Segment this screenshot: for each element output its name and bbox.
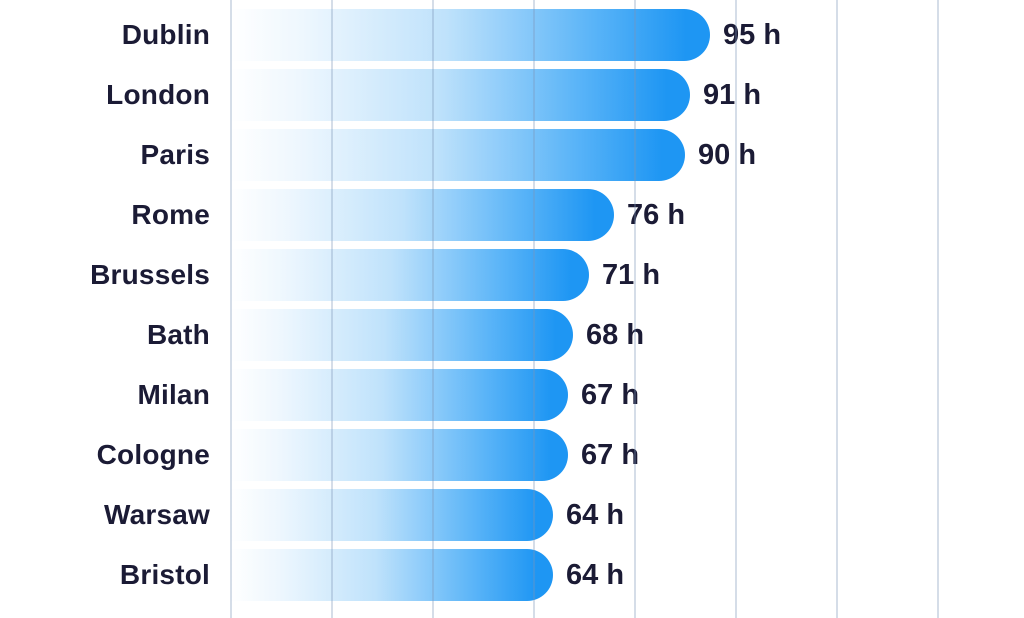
chart-row-cologne: Cologne 67 h	[0, 425, 1024, 485]
bar-rome	[230, 189, 614, 241]
bar-dublin	[230, 9, 710, 61]
chart-rows: Dublin 95 h London 91 h Paris 90 h Rome	[0, 5, 1024, 605]
bar-bristol	[230, 549, 553, 601]
category-label: Milan	[137, 379, 210, 410]
bar-milan	[230, 369, 568, 421]
value-label: 64 h	[566, 498, 625, 531]
value-label: 76 h	[627, 198, 686, 231]
value-label: 67 h	[581, 438, 640, 471]
category-label: Paris	[140, 139, 210, 170]
category-label: Cologne	[96, 439, 210, 470]
chart-row-milan: Milan 67 h	[0, 365, 1024, 425]
chart-row-bristol: Bristol 64 h	[0, 545, 1024, 605]
category-label: Brussels	[90, 259, 210, 290]
category-label: Dublin	[121, 19, 210, 50]
value-label: 68 h	[586, 318, 645, 351]
bar-bath	[230, 309, 573, 361]
bar-london	[230, 69, 690, 121]
category-label: Bristol	[119, 559, 210, 590]
bar-warsaw	[230, 489, 553, 541]
category-label: Warsaw	[104, 499, 210, 530]
chart-row-warsaw: Warsaw 64 h	[0, 485, 1024, 545]
bar-brussels	[230, 249, 589, 301]
category-label: Rome	[131, 199, 210, 230]
chart-row-london: London 91 h	[0, 65, 1024, 125]
chart-row-bath: Bath 68 h	[0, 305, 1024, 365]
value-label: 64 h	[566, 558, 625, 591]
chart-row-rome: Rome 76 h	[0, 185, 1024, 245]
value-label: 67 h	[581, 378, 640, 411]
chart-row-paris: Paris 90 h	[0, 125, 1024, 185]
value-label: 91 h	[703, 78, 762, 111]
value-label: 95 h	[723, 18, 782, 51]
bar-cologne	[230, 429, 568, 481]
value-label: 90 h	[698, 138, 757, 171]
chart-row-dublin: Dublin 95 h	[0, 5, 1024, 65]
category-label: Bath	[146, 319, 210, 350]
chart-row-brussels: Brussels 71 h	[0, 245, 1024, 305]
value-label: 71 h	[602, 258, 661, 291]
category-label: London	[106, 79, 210, 110]
bar-paris	[230, 129, 685, 181]
